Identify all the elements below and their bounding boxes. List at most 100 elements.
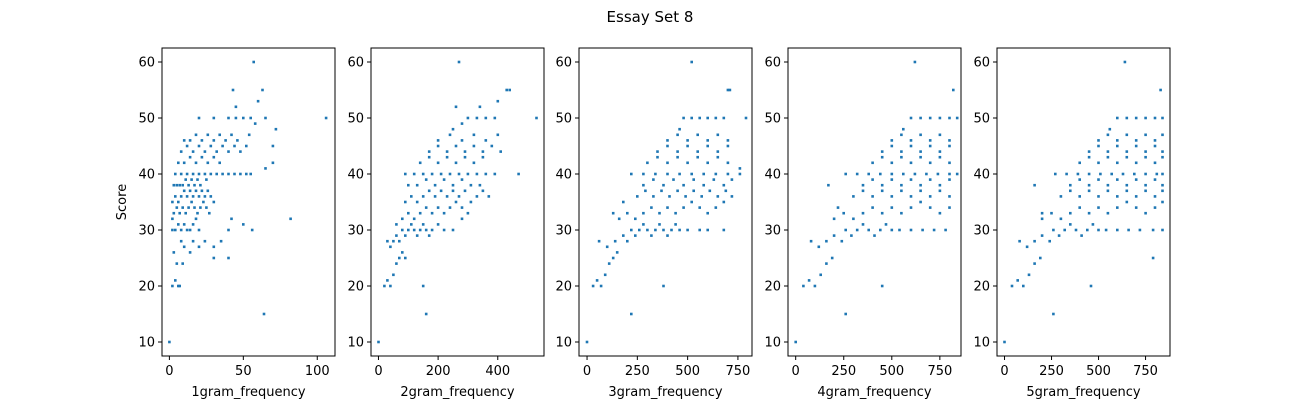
data-point xyxy=(944,228,947,232)
data-point xyxy=(666,161,669,165)
data-point xyxy=(646,161,649,165)
data-point xyxy=(466,172,470,176)
data-point xyxy=(948,144,951,148)
x-tick-label: 500 xyxy=(1086,364,1111,379)
x-tick-label: 0 xyxy=(165,364,173,379)
data-point xyxy=(395,234,398,237)
data-point xyxy=(499,150,502,153)
data-point xyxy=(626,211,629,215)
data-point xyxy=(716,150,720,153)
data-point xyxy=(191,239,195,243)
data-point xyxy=(617,217,621,221)
data-point xyxy=(219,239,223,243)
data-point xyxy=(913,172,917,176)
data-point xyxy=(496,99,500,103)
data-point xyxy=(802,284,805,288)
data-point xyxy=(212,155,216,159)
data-point xyxy=(1040,217,1044,221)
data-point xyxy=(1123,60,1127,64)
data-point xyxy=(722,183,726,187)
data-point xyxy=(666,206,669,209)
data-point xyxy=(1116,144,1119,148)
data-point xyxy=(404,256,407,260)
data-point xyxy=(726,161,730,165)
data-point xyxy=(1057,234,1061,237)
y-tick-label: 30 xyxy=(764,224,781,239)
data-point xyxy=(1106,183,1110,187)
data-point xyxy=(650,206,653,209)
data-point xyxy=(185,228,189,232)
data-point xyxy=(879,172,882,176)
data-point xyxy=(187,206,190,209)
data-point xyxy=(855,228,859,232)
data-point xyxy=(928,178,932,181)
data-point xyxy=(1116,116,1119,120)
data-point xyxy=(1134,116,1138,120)
data-point xyxy=(174,279,177,282)
data-point xyxy=(909,195,913,198)
data-point xyxy=(227,228,230,232)
data-point xyxy=(199,183,202,187)
data-point xyxy=(832,217,836,221)
data-point xyxy=(660,189,663,193)
data-point xyxy=(1003,340,1006,344)
data-point xyxy=(890,195,894,198)
data-point xyxy=(231,88,235,92)
data-point xyxy=(415,200,419,204)
y-tick-label: 50 xyxy=(138,112,155,127)
data-point xyxy=(919,189,922,193)
data-point xyxy=(271,161,275,165)
x-axis-label: 4gram_frequency xyxy=(817,385,932,400)
data-point xyxy=(424,178,428,181)
data-point xyxy=(215,150,218,153)
data-point xyxy=(256,99,260,103)
data-point xyxy=(880,150,884,153)
data-point xyxy=(460,217,464,221)
data-point xyxy=(171,200,174,204)
data-point xyxy=(1151,228,1155,232)
data-point xyxy=(1161,150,1164,153)
data-point xyxy=(185,195,189,198)
x-tick-label: 750 xyxy=(1133,364,1158,379)
data-point xyxy=(227,172,230,176)
data-point xyxy=(706,228,709,232)
data-point xyxy=(613,239,617,243)
data-point xyxy=(445,150,449,153)
data-point xyxy=(611,256,615,260)
data-point xyxy=(948,195,951,198)
data-point xyxy=(666,172,669,176)
data-point xyxy=(383,284,386,288)
data-point xyxy=(686,228,689,232)
data-point xyxy=(890,178,894,181)
data-point xyxy=(386,239,389,243)
data-point xyxy=(728,88,732,92)
data-point xyxy=(194,161,198,165)
data-point xyxy=(662,228,665,232)
data-point xyxy=(445,195,449,198)
data-point xyxy=(233,144,236,148)
data-point xyxy=(678,228,681,232)
data-point xyxy=(730,178,734,181)
data-point xyxy=(508,88,511,92)
data-point xyxy=(205,206,208,209)
y-tick-label: 50 xyxy=(973,112,990,127)
data-point xyxy=(212,256,216,260)
data-point xyxy=(412,172,416,176)
data-point xyxy=(1144,189,1147,193)
data-point xyxy=(1010,284,1014,288)
data-point xyxy=(179,228,183,232)
data-point xyxy=(1025,245,1029,249)
plot-frame xyxy=(161,47,336,357)
data-point xyxy=(714,172,718,176)
data-point xyxy=(418,228,422,232)
data-point xyxy=(909,178,913,181)
data-point xyxy=(1097,144,1100,148)
data-point xyxy=(611,211,615,215)
data-point xyxy=(478,105,482,109)
data-point xyxy=(412,228,416,232)
data-point xyxy=(666,139,669,142)
data-point xyxy=(1138,228,1142,232)
data-point xyxy=(194,133,198,137)
